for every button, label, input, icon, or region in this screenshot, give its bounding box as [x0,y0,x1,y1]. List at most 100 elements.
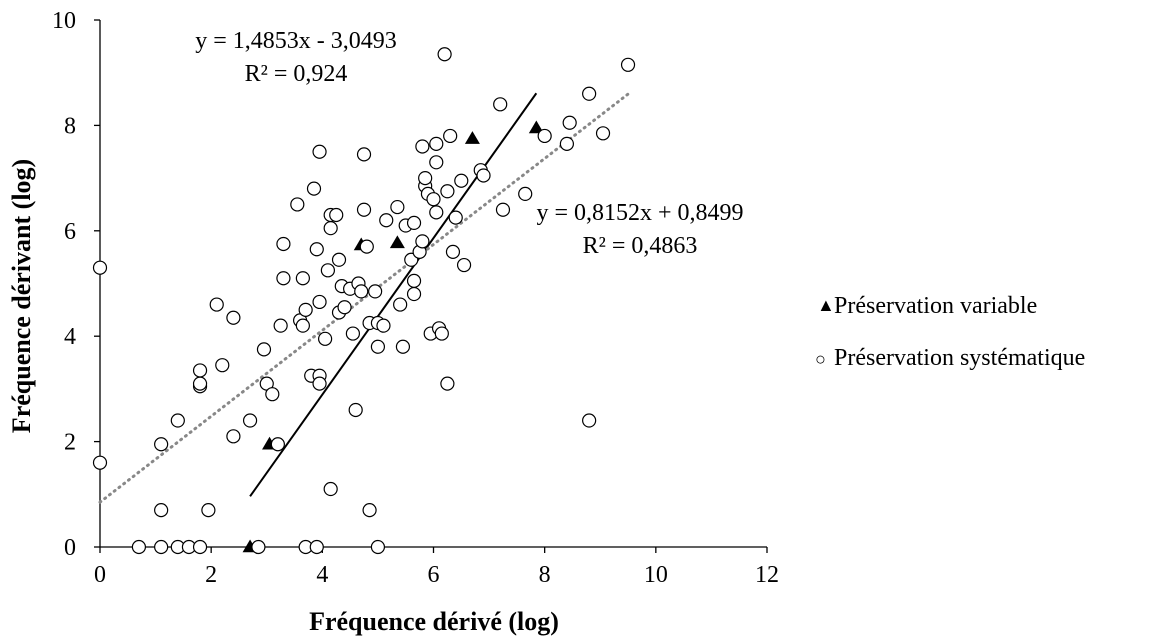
y-tick-label: 2 [64,430,76,456]
point-systematic-circle [437,47,452,62]
point-systematic-circle [295,318,310,333]
x-axis-title: Fréquence dérivé (log) [309,607,559,636]
trendline-variable [249,92,538,497]
point-systematic-circle [356,202,372,217]
point-variable-triangle [389,235,405,249]
point-systematic-circle [215,358,230,373]
point-systematic-circle [359,239,374,254]
point-systematic-circle [242,413,258,428]
point-systematic-circle [559,136,575,151]
x-tick-label: 10 [644,562,668,588]
point-systematic-circle [429,136,444,151]
point-systematic-circle [582,413,597,428]
point-systematic-circle [443,128,458,144]
legend-label-systematic: Préservation systématique [834,345,1085,371]
point-systematic-circle [154,539,169,555]
point-systematic-circle [312,376,327,391]
point-systematic-circle [131,539,147,555]
point-systematic-circle [379,213,394,228]
point-systematic-circle [440,376,455,391]
point-systematic-circle [170,413,185,428]
point-systematic-circle [406,215,422,230]
point-systematic-circle [329,207,344,223]
point-systematic-circle [454,173,469,188]
point-systematic-circle [192,539,208,555]
point-systematic-circle [331,252,347,267]
x-tick-label: 0 [94,562,106,588]
y-tick-label: 6 [64,219,76,245]
y-axis-title: Fréquence dérivant (log) [7,159,36,433]
point-systematic-circle [595,126,611,141]
point-systematic-circle [345,326,361,341]
point-systematic-circle [406,273,422,288]
point-systematic-circle [298,302,313,317]
point-systematic-circle [312,294,327,310]
point-systematic-circle [251,539,266,555]
point-systematic-circle [273,318,288,333]
point-systematic-circle [418,171,433,186]
point-systematic-circle [354,284,369,299]
point-systematic-circle [476,168,491,183]
trendline-variable-equation: y = 1,4853x - 3,0493 [195,28,397,54]
point-systematic-circle [445,244,461,259]
point-systematic-circle [226,429,241,444]
point-systematic-circle [620,57,636,72]
point-systematic-circle [154,503,169,518]
x-tick-label: 8 [539,562,551,588]
point-systematic-circle [348,402,363,418]
x-tick-label: 2 [205,562,217,588]
point-systematic-circle [582,86,597,101]
point-systematic-circle [562,115,577,130]
point-systematic-circle [306,181,322,196]
point-systematic-circle [295,271,310,286]
point-systematic-circle [92,260,108,275]
point-systematic-circle [309,242,324,257]
point-systematic-circle [209,297,224,312]
point-systematic-circle [362,503,377,518]
point-systematic-circle [312,144,327,159]
trend-lines [98,92,630,504]
point-systematic-circle [448,210,463,225]
point-systematic-circle [192,363,208,378]
legend-label-variable: Préservation variable [834,293,1037,319]
point-systematic-circle [226,310,241,325]
point-systematic-circle [368,284,383,299]
legend-symbol-variable: ▲ [817,295,835,315]
y-tick-label: 8 [64,113,76,139]
point-systematic-circle [415,139,430,154]
y-tick-label: 4 [64,324,76,350]
point-systematic-circle [390,199,405,215]
legend: ▲ Préservation variable ○ Préservation s… [815,293,1085,371]
trendline-systematic-r2: R² = 0,4863 [583,233,698,259]
point-systematic-circle [276,236,291,252]
point-variable-triangle [528,120,544,134]
point-systematic-circle [323,221,338,236]
point-systematic-circle [323,481,338,497]
point-systematic-circle [429,205,444,220]
point-systematic-circle [537,128,552,144]
y-tick-label: 10 [52,8,76,34]
point-systematic-circle [276,271,291,286]
point-systematic-circle [426,192,441,207]
y-tick-label: 0 [64,535,76,561]
point-systematic-circle [495,202,511,217]
point-systematic-circle [434,326,449,341]
point-systematic-circle [370,339,386,354]
point-systematic-circle [265,387,280,402]
point-systematic-circle [456,257,472,273]
point-systematic-circle [518,186,533,202]
point-systematic-circle [201,503,216,518]
x-tick-label: 6 [428,562,440,588]
trendline-variable-r2: R² = 0,924 [245,61,348,87]
point-systematic-circle [192,376,208,391]
axes: 0 2 4 6 8 10 12 0 2 4 6 8 10 [52,8,779,588]
legend-symbol-systematic: ○ [815,349,826,369]
point-systematic-circle [154,437,169,452]
point-systematic-circle [370,539,386,555]
data-points [92,47,636,555]
point-systematic-circle [415,234,430,249]
point-systematic-circle [270,437,285,452]
point-systematic-circle [429,155,444,170]
point-systematic-circle [395,339,411,354]
point-systematic-circle [337,300,352,315]
